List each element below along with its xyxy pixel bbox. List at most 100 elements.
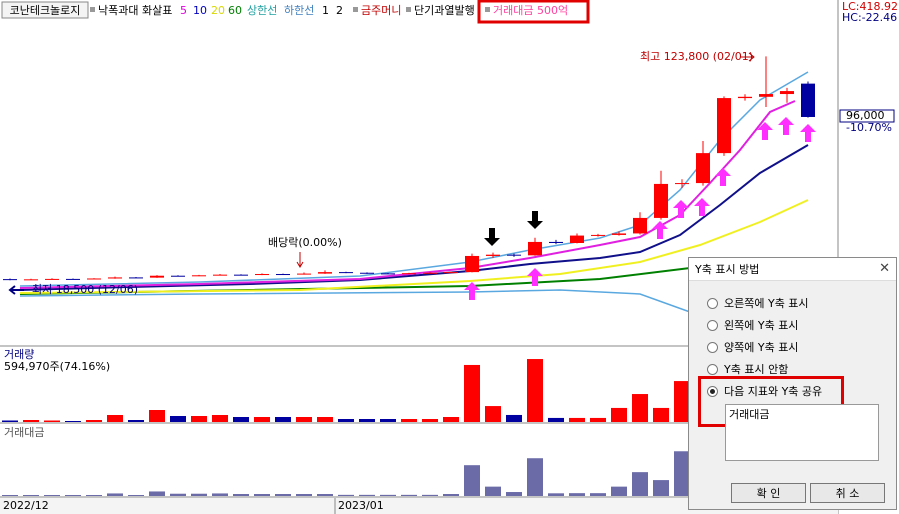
candle-body	[360, 272, 374, 274]
bar	[485, 486, 501, 496]
toolbar-item[interactable]: 상한선	[247, 4, 277, 17]
bar	[23, 420, 39, 422]
bar	[548, 493, 564, 496]
bar	[338, 494, 354, 496]
option-label[interactable]: 양쪽에 Y축 표시	[724, 341, 799, 354]
candle-body	[612, 233, 626, 235]
radio-button[interactable]	[707, 319, 718, 331]
bar	[380, 419, 396, 422]
candle-body	[780, 91, 794, 95]
candle-body	[591, 234, 605, 236]
cancel-button[interactable]: 취 소	[810, 483, 885, 503]
bar	[674, 451, 690, 496]
candle-body	[213, 274, 227, 276]
toolbar-item[interactable]: 단기과열발행	[414, 4, 475, 17]
candle-body	[486, 254, 500, 256]
ok-button[interactable]: 확 인	[731, 483, 806, 503]
toolbar-item[interactable]: 60	[228, 4, 242, 17]
bar	[464, 364, 480, 422]
dividend-annotation: 배당락(0.00%)	[268, 236, 342, 249]
high-annotation: 최고 123,800 (02/01)	[640, 50, 753, 63]
bar	[107, 415, 123, 422]
bar	[86, 495, 102, 496]
toolbar-item[interactable]: 10	[193, 4, 207, 17]
candle-body	[717, 98, 731, 154]
bar	[506, 414, 522, 422]
candle-body	[66, 278, 80, 280]
signal-arrow	[484, 228, 500, 246]
radio-button[interactable]	[707, 363, 718, 375]
bar	[443, 494, 459, 496]
bar	[632, 394, 648, 422]
toolbar-item[interactable]: 금주머니	[361, 4, 401, 17]
highlight-box	[477, 0, 590, 24]
toolbar-item[interactable]: 20	[211, 4, 225, 17]
candle-body	[318, 272, 332, 274]
toolbar-item[interactable]: 낙폭과대 화살표	[98, 4, 172, 17]
option-label[interactable]: 다음 지표와 Y축 공유	[724, 385, 823, 398]
price-box	[839, 109, 895, 123]
ma-5	[19, 100, 796, 289]
ma-20	[19, 199, 809, 294]
bullet-icon	[406, 7, 411, 12]
bar	[149, 491, 165, 496]
radio-option[interactable]: 왼쪽에 Y축 표시	[707, 317, 798, 333]
bar	[590, 493, 606, 496]
toolbar-item[interactable]: 1	[322, 4, 329, 17]
stock-name[interactable]: 코난테크놀로지	[10, 4, 81, 17]
option-label[interactable]: Y축 표시 안함	[724, 363, 789, 376]
stock-box[interactable]	[1, 1, 89, 19]
candle-body	[570, 235, 584, 243]
toolbar-item[interactable]: 거래대금 500억	[493, 4, 568, 17]
dialog-title: Y축 표시 방법	[695, 263, 760, 276]
volume-title: 거래량	[4, 348, 34, 361]
toolbar-item[interactable]: 5	[180, 4, 187, 17]
option-label[interactable]: 오른쪽에 Y축 표시	[724, 297, 809, 310]
bullet-icon	[353, 7, 358, 12]
signal-arrow	[673, 200, 689, 218]
bar	[653, 407, 669, 422]
upper-band	[19, 71, 809, 287]
bar	[590, 417, 606, 422]
bar	[212, 493, 228, 496]
bar	[359, 419, 375, 422]
candle-body	[675, 183, 689, 185]
annotation-arrow	[8, 285, 24, 295]
radio-button[interactable]	[707, 341, 718, 353]
bar	[128, 420, 144, 422]
bar	[380, 494, 396, 496]
bar	[170, 416, 186, 422]
bar	[65, 495, 81, 496]
toolbar-item[interactable]: 2	[336, 4, 343, 17]
bar	[44, 495, 60, 496]
indicator-list[interactable]: 거래대금	[725, 404, 879, 461]
candle-body	[234, 274, 248, 276]
x-axis-label: 2022/12	[3, 499, 49, 512]
radio-option[interactable]: 다음 지표와 Y축 공유	[707, 383, 822, 399]
radio-option[interactable]: 오른쪽에 Y축 표시	[707, 295, 809, 311]
radio-option[interactable]: 양쪽에 Y축 표시	[707, 339, 798, 355]
candle-body	[24, 279, 38, 281]
lower-band	[19, 289, 691, 313]
x-axis-strip	[0, 498, 838, 514]
signal-arrow	[652, 221, 668, 239]
toolbar-item[interactable]: 하한선	[284, 3, 314, 17]
bar	[506, 492, 522, 496]
candle-body	[276, 274, 290, 276]
radio-button[interactable]	[707, 385, 718, 397]
candle-body	[255, 274, 269, 276]
close-button[interactable]: ✕	[879, 261, 890, 276]
list-item[interactable]: 거래대금	[729, 408, 770, 421]
bar	[359, 494, 375, 496]
candle-body	[759, 94, 773, 97]
bar	[317, 417, 333, 422]
bar	[401, 494, 417, 496]
bar	[23, 495, 39, 496]
option-label[interactable]: 왼쪽에 Y축 표시	[724, 319, 799, 332]
radio-option[interactable]: Y축 표시 안함	[707, 361, 788, 377]
radio-button[interactable]	[707, 297, 718, 309]
bar	[149, 410, 165, 422]
bar	[191, 493, 207, 496]
bar	[422, 419, 438, 422]
